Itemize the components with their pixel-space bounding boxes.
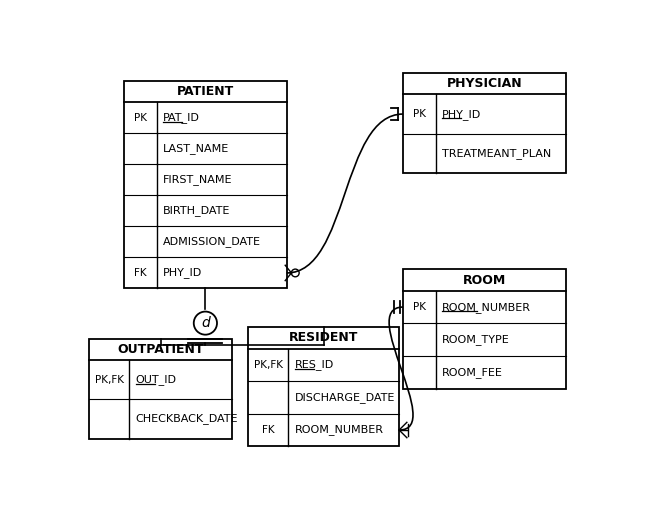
Text: RESIDENT: RESIDENT xyxy=(289,331,358,344)
Bar xyxy=(248,327,399,446)
Text: FK: FK xyxy=(262,425,275,435)
Bar xyxy=(89,338,232,438)
Text: PHY_ID: PHY_ID xyxy=(163,267,202,278)
Text: FK: FK xyxy=(134,268,146,278)
Text: PHYSICIAN: PHYSICIAN xyxy=(447,77,522,90)
Bar xyxy=(124,81,286,289)
Text: PK: PK xyxy=(133,112,146,123)
Text: LAST_NAME: LAST_NAME xyxy=(163,143,229,154)
Text: PK: PK xyxy=(413,109,426,119)
Text: ROOM_NUMBER: ROOM_NUMBER xyxy=(294,425,383,435)
Text: TREATMEANT_PLAN: TREATMEANT_PLAN xyxy=(442,148,551,159)
Text: ROOM_NUMBER: ROOM_NUMBER xyxy=(442,301,531,313)
Text: CHECKBACK_DATE: CHECKBACK_DATE xyxy=(135,413,238,425)
Text: OUT_ID: OUT_ID xyxy=(135,374,176,385)
Text: OUTPATIENT: OUTPATIENT xyxy=(118,343,204,356)
Text: PK: PK xyxy=(413,302,426,312)
Bar xyxy=(403,269,566,388)
Text: PATIENT: PATIENT xyxy=(177,85,234,98)
Text: PK,FK: PK,FK xyxy=(254,360,283,370)
Text: DISCHARGE_DATE: DISCHARGE_DATE xyxy=(294,392,395,403)
Text: ROOM_TYPE: ROOM_TYPE xyxy=(442,334,510,345)
Text: ROOM_FEE: ROOM_FEE xyxy=(442,367,503,378)
Text: ADMISSION_DATE: ADMISSION_DATE xyxy=(163,237,261,247)
Text: ROOM: ROOM xyxy=(463,273,506,287)
Bar xyxy=(403,73,566,173)
Text: BIRTH_DATE: BIRTH_DATE xyxy=(163,205,230,216)
Text: d: d xyxy=(201,316,210,330)
Text: PHY_ID: PHY_ID xyxy=(442,109,481,120)
Text: PK,FK: PK,FK xyxy=(95,375,124,385)
Text: RES_ID: RES_ID xyxy=(294,359,334,370)
Text: FIRST_NAME: FIRST_NAME xyxy=(163,174,232,185)
Text: PAT_ID: PAT_ID xyxy=(163,112,200,123)
